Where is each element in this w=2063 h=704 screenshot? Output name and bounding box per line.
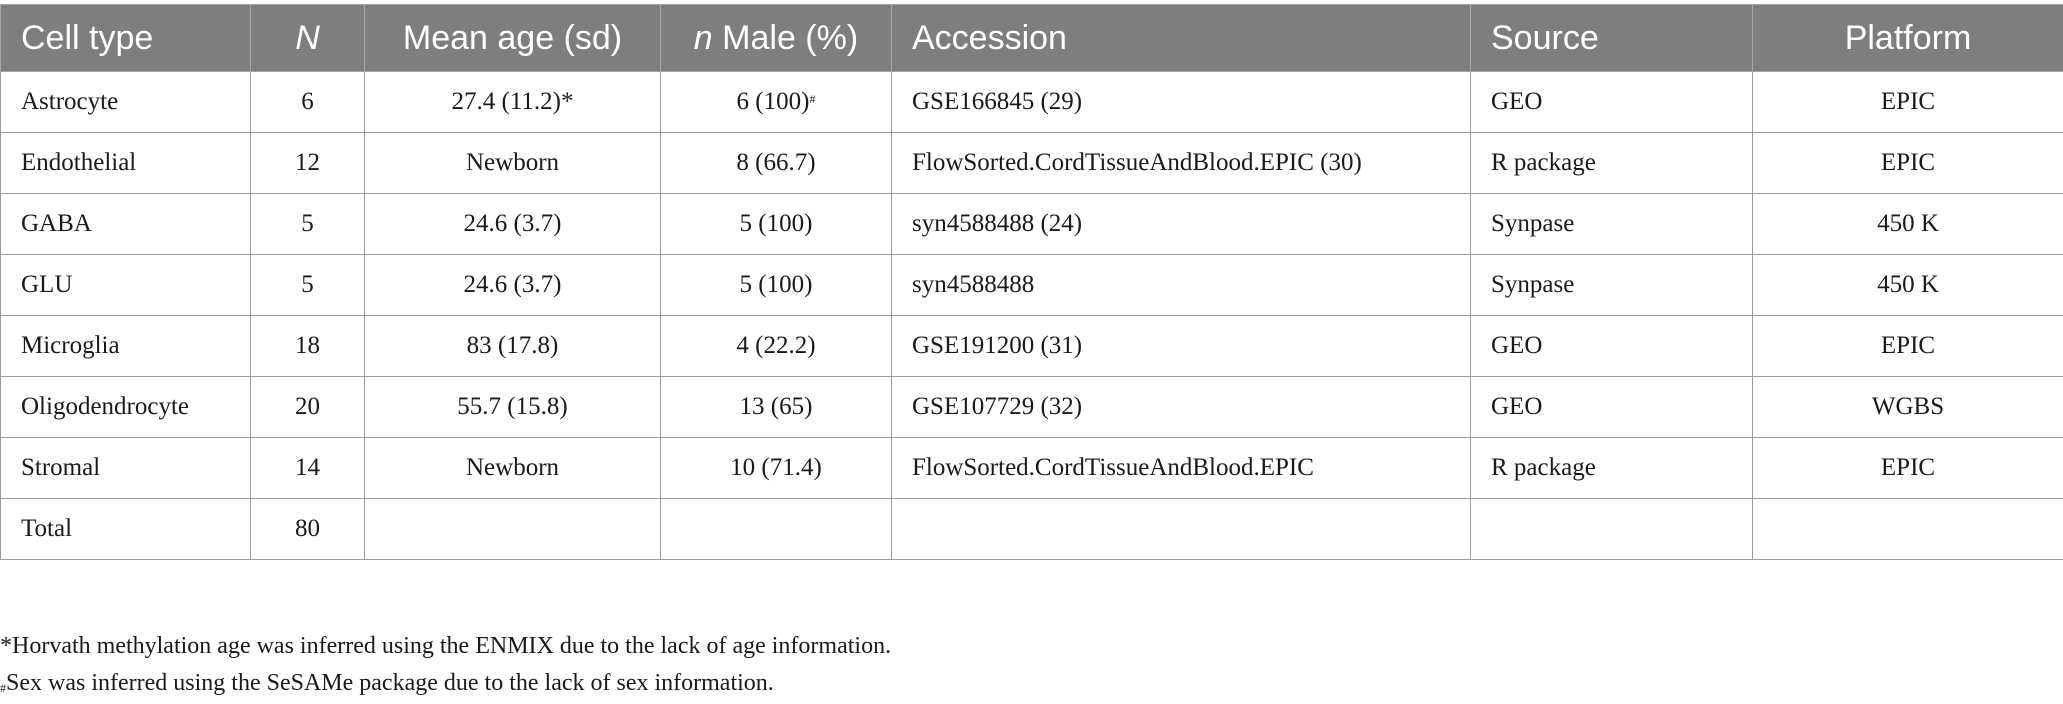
header-n-male-italic: n bbox=[693, 18, 713, 57]
cell-n: 18 bbox=[250, 315, 365, 377]
table-row: Endothelial 12 Newborn 8 (66.7) FlowSort… bbox=[0, 132, 2063, 194]
cell-n: 5 bbox=[250, 254, 365, 316]
footnote-sex-mark: # bbox=[0, 681, 6, 695]
cell-accession: GSE166845 (29) bbox=[891, 71, 1471, 133]
footnote-sex: #Sex was inferred using the SeSAMe packa… bbox=[0, 665, 891, 702]
cell-mean-age: 24.6 (3.7) bbox=[364, 193, 661, 255]
cell-type-table: Cell type N Mean age (sd) n Male (%) Acc… bbox=[0, 4, 2063, 560]
cell-platform bbox=[1752, 498, 2063, 560]
header-source: Source bbox=[1470, 4, 1753, 72]
cell-male bbox=[660, 498, 892, 560]
cell-type: Stromal bbox=[0, 437, 251, 499]
cell-n: 14 bbox=[250, 437, 365, 499]
cell-accession: syn4588488 bbox=[891, 254, 1471, 316]
footnote-age: *Horvath methylation age was inferred us… bbox=[0, 633, 892, 659]
cell-source: Synpase bbox=[1470, 254, 1753, 316]
table-header-row: Cell type N Mean age (sd) n Male (%) Acc… bbox=[0, 4, 2063, 72]
table-row: Microglia 18 83 (17.8) 4 (22.2) GSE19120… bbox=[0, 315, 2063, 377]
cell-source: Synpase bbox=[1470, 193, 1753, 255]
cell-mean-age: Newborn bbox=[364, 132, 661, 194]
header-n-male-rest: Male (%) bbox=[712, 18, 859, 57]
table-row: GABA 5 24.6 (3.7) 5 (100) syn4588488 (24… bbox=[0, 193, 2063, 255]
header-accession: Accession bbox=[891, 4, 1471, 72]
cell-male-footnote-mark: # bbox=[809, 92, 816, 106]
cell-source: R package bbox=[1470, 437, 1753, 499]
cell-accession: FlowSorted.CordTissueAndBlood.EPIC bbox=[891, 437, 1471, 499]
cell-platform: WGBS bbox=[1752, 376, 2063, 438]
cell-source: R package bbox=[1470, 132, 1753, 194]
cell-mean-age: 83 (17.8) bbox=[364, 315, 661, 377]
cell-male: 8 (66.7) bbox=[660, 132, 892, 194]
table-row: Stromal 14 Newborn 10 (71.4) FlowSorted.… bbox=[0, 437, 2063, 499]
header-cell-type: Cell type bbox=[0, 4, 251, 72]
table-row-total: Total 80 bbox=[0, 498, 2063, 560]
footnote-sex-text: Sex was inferred using the SeSAMe packag… bbox=[6, 670, 774, 696]
cell-male: 5 (100) bbox=[660, 254, 892, 316]
cell-mean-age: 27.4 (11.2)* bbox=[364, 71, 661, 133]
table-row: GLU 5 24.6 (3.7) 5 (100) syn4588488 Synp… bbox=[0, 254, 2063, 316]
cell-platform: 450 K bbox=[1752, 254, 2063, 316]
header-n-male: n Male (%) bbox=[660, 4, 892, 72]
cell-male: 13 (65) bbox=[660, 376, 892, 438]
header-n-total: N bbox=[250, 4, 365, 72]
cell-source: GEO bbox=[1470, 315, 1753, 377]
cell-accession: GSE191200 (31) bbox=[891, 315, 1471, 377]
cell-type: Total bbox=[0, 498, 251, 560]
cell-male: 10 (71.4) bbox=[660, 437, 892, 499]
cell-n: 6 bbox=[250, 71, 365, 133]
header-platform: Platform bbox=[1752, 4, 2063, 72]
cell-male: 6 (100)# bbox=[660, 71, 892, 133]
cell-accession bbox=[891, 498, 1471, 560]
table-row: Astrocyte 6 27.4 (11.2)* 6 (100)# GSE166… bbox=[0, 71, 2063, 133]
cell-type: Microglia bbox=[0, 315, 251, 377]
cell-n: 5 bbox=[250, 193, 365, 255]
cell-accession: GSE107729 (32) bbox=[891, 376, 1471, 438]
cell-type: Oligodendrocyte bbox=[0, 376, 251, 438]
cell-mean-age: Newborn bbox=[364, 437, 661, 499]
cell-platform: EPIC bbox=[1752, 437, 2063, 499]
cell-platform: EPIC bbox=[1752, 132, 2063, 194]
cell-platform: EPIC bbox=[1752, 315, 2063, 377]
cell-mean-age: 55.7 (15.8) bbox=[364, 376, 661, 438]
table-row: Oligodendrocyte 20 55.7 (15.8) 13 (65) G… bbox=[0, 376, 2063, 438]
cell-mean-age: 24.6 (3.7) bbox=[364, 254, 661, 316]
cell-type: Endothelial bbox=[0, 132, 251, 194]
cell-accession: syn4588488 (24) bbox=[891, 193, 1471, 255]
cell-type: GABA bbox=[0, 193, 251, 255]
cell-source: GEO bbox=[1470, 376, 1753, 438]
cell-male: 4 (22.2) bbox=[660, 315, 892, 377]
table-footnotes: *Horvath methylation age was inferred us… bbox=[0, 628, 891, 702]
cell-mean-age bbox=[364, 498, 661, 560]
cell-source bbox=[1470, 498, 1753, 560]
header-mean-age: Mean age (sd) bbox=[364, 4, 661, 72]
cell-type: GLU bbox=[0, 254, 251, 316]
cell-n: 80 bbox=[250, 498, 365, 560]
cell-platform: EPIC bbox=[1752, 71, 2063, 133]
cell-source: GEO bbox=[1470, 71, 1753, 133]
cell-male: 5 (100) bbox=[660, 193, 892, 255]
cell-type: Astrocyte bbox=[0, 71, 251, 133]
cell-platform: 450 K bbox=[1752, 193, 2063, 255]
cell-n: 20 bbox=[250, 376, 365, 438]
cell-accession: FlowSorted.CordTissueAndBlood.EPIC (30) bbox=[891, 132, 1471, 194]
cell-male-value: 6 (100) bbox=[736, 88, 810, 115]
cell-n: 12 bbox=[250, 132, 365, 194]
